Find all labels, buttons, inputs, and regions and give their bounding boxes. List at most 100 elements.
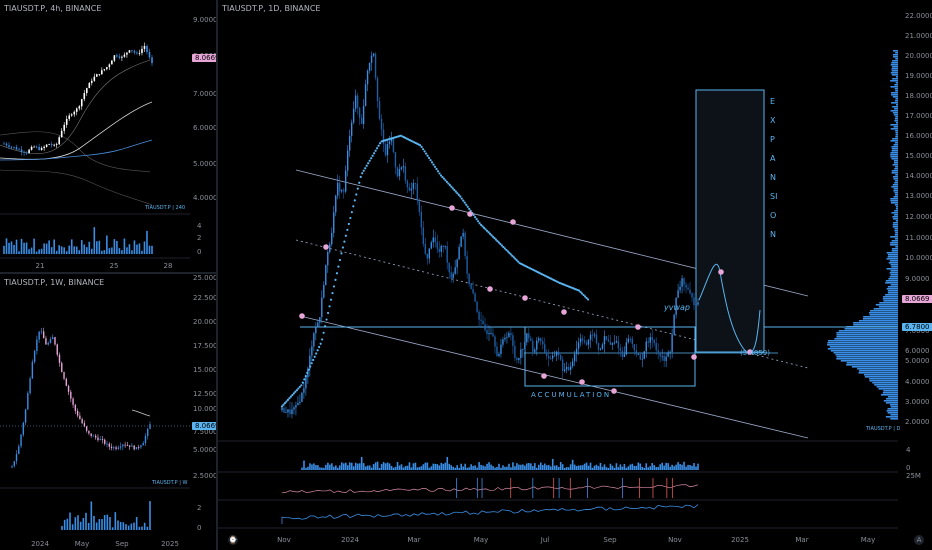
panel-1w[interactable]: TIAUSDT.P, 1W, BINANCE 25.000022.500020.… xyxy=(0,274,216,550)
vwap-dot xyxy=(297,387,300,390)
volume-profile-bar xyxy=(888,278,898,280)
volume-bar-1d xyxy=(496,466,498,470)
volume-bar-1d xyxy=(615,463,618,470)
volume-profile-bar xyxy=(889,404,898,406)
volume-profile-bar xyxy=(885,398,898,400)
x-tick-label: 25 xyxy=(110,262,119,270)
price-1d-candle xyxy=(550,358,552,360)
price-4h-candle xyxy=(68,115,71,119)
price-1d-candle xyxy=(370,55,373,63)
volume-profile-bar xyxy=(890,242,898,244)
volume-profile-bar xyxy=(894,88,898,90)
volume-profile-bar xyxy=(895,132,898,134)
price-1d-candle xyxy=(689,289,691,294)
timezone-button[interactable]: ⌚ xyxy=(228,535,238,545)
y-tick-label: 15.0000 xyxy=(193,366,216,374)
price-1d-candle xyxy=(605,336,608,340)
vwap-dot xyxy=(450,185,453,188)
price-4h-candle xyxy=(121,56,123,58)
price-1d-candle xyxy=(420,211,423,228)
volume-profile-bar xyxy=(891,102,898,104)
volume-bar-1d xyxy=(436,464,439,470)
y-tick-label: 10.0000 xyxy=(905,254,932,262)
volume-bar-4h xyxy=(146,230,148,254)
price-1d-candle xyxy=(352,108,355,123)
volume-bar-1d xyxy=(466,467,468,470)
volume-bar-1w xyxy=(122,522,125,530)
price-1d-candle xyxy=(613,342,616,344)
y-tick-label: 5.0000 xyxy=(193,160,216,168)
volume-bar-1d xyxy=(549,466,552,470)
price-1d-candle xyxy=(629,338,632,340)
price-1d-candle xyxy=(502,339,504,345)
volume-bar-4h xyxy=(148,245,151,254)
volume-bar-1d xyxy=(589,462,592,470)
volume-profile-bar xyxy=(894,228,898,230)
vwap-dot xyxy=(350,211,353,214)
price-1w-candle xyxy=(70,391,72,399)
volume-profile-bar xyxy=(891,146,898,148)
volume-profile-bar xyxy=(833,352,898,354)
vwap-dot xyxy=(368,159,371,162)
chart-4h[interactable]: 9.00008.00007.00006.00005.00004.00004202… xyxy=(0,0,216,272)
price-1w-candle xyxy=(128,445,131,447)
vwap-dot xyxy=(420,145,423,149)
volume-bar-4h xyxy=(38,249,40,254)
sub-label-1d: TIAUSDT.P | D xyxy=(866,426,901,432)
expansion-box xyxy=(695,89,765,353)
volume-bar-1d xyxy=(510,467,512,470)
volume-bar-1w xyxy=(133,522,135,530)
price-4h-candle xyxy=(23,151,25,153)
price-1d-candle xyxy=(442,245,444,248)
volume-bar-1d xyxy=(354,462,357,470)
volume-bar-1w xyxy=(69,512,71,530)
volume-bar-4h xyxy=(8,242,10,254)
price-1d-candle xyxy=(581,338,584,341)
volume-profile-bar xyxy=(893,144,898,146)
panel-1d[interactable]: TIAUSDT.P, 1D, BINANCE 22.0000 21.0000 20.… xyxy=(218,0,932,550)
price-1d-candle xyxy=(472,289,474,294)
volume-bar-1d xyxy=(675,464,677,470)
volume-bar-1d xyxy=(329,464,331,470)
price-1d-candle xyxy=(331,232,333,245)
vwap-dot xyxy=(581,292,584,295)
volume-bar-1d xyxy=(651,463,654,470)
volume-profile-bar xyxy=(891,62,898,64)
price-1d-candle xyxy=(295,405,297,408)
price-1d-candle xyxy=(358,107,361,118)
y-tick-label: 9.0000 xyxy=(905,275,930,283)
volume-bar-1d xyxy=(396,462,399,470)
pivot-marker xyxy=(579,379,585,385)
volume-bar-1d xyxy=(569,464,572,470)
volume-profile-bar xyxy=(892,78,898,80)
price-4h-candle xyxy=(38,147,40,150)
volume-bar-1w xyxy=(90,501,93,530)
price-1w-candle xyxy=(67,385,70,392)
price-1w-candle xyxy=(40,331,43,333)
annotation-vwap: yvwap xyxy=(664,303,690,312)
volume-bar-4h xyxy=(133,240,136,254)
price-1d-candle xyxy=(466,255,468,274)
volume-bar-4h xyxy=(3,245,5,254)
volume-bar-4h xyxy=(96,241,98,254)
price-1d-candle xyxy=(639,354,641,360)
panel-4h[interactable]: TIAUSDT.P, 4h, BINANCE 9.00008.00007.000… xyxy=(0,0,216,272)
vwap-dot xyxy=(582,293,585,297)
volume-bar-1d xyxy=(695,466,697,470)
auto-scale-button[interactable]: A xyxy=(914,535,924,545)
volume-profile-bar xyxy=(891,150,898,152)
volume-profile-bar xyxy=(892,50,898,52)
price-1d-candle xyxy=(313,333,315,347)
volume-profile-bar xyxy=(895,220,898,222)
price-1d-candle xyxy=(506,337,508,339)
price-1d-candle xyxy=(388,141,391,145)
chart-1d[interactable]: 22.0000 21.0000 20.0000 19.0000 18.0000 17.00… xyxy=(218,0,932,550)
volume-bar-1d xyxy=(313,463,315,470)
chart-1w[interactable]: 25.000022.500020.000017.500015.000012.50… xyxy=(0,274,216,550)
vwap-dot xyxy=(445,180,449,184)
vwap-dot xyxy=(509,253,512,256)
envelope-line xyxy=(0,59,151,155)
volume-bar-1d xyxy=(392,467,395,470)
vwap-dot xyxy=(441,175,444,179)
sub-label-1w: TIAUSDT.P | W xyxy=(152,480,188,486)
